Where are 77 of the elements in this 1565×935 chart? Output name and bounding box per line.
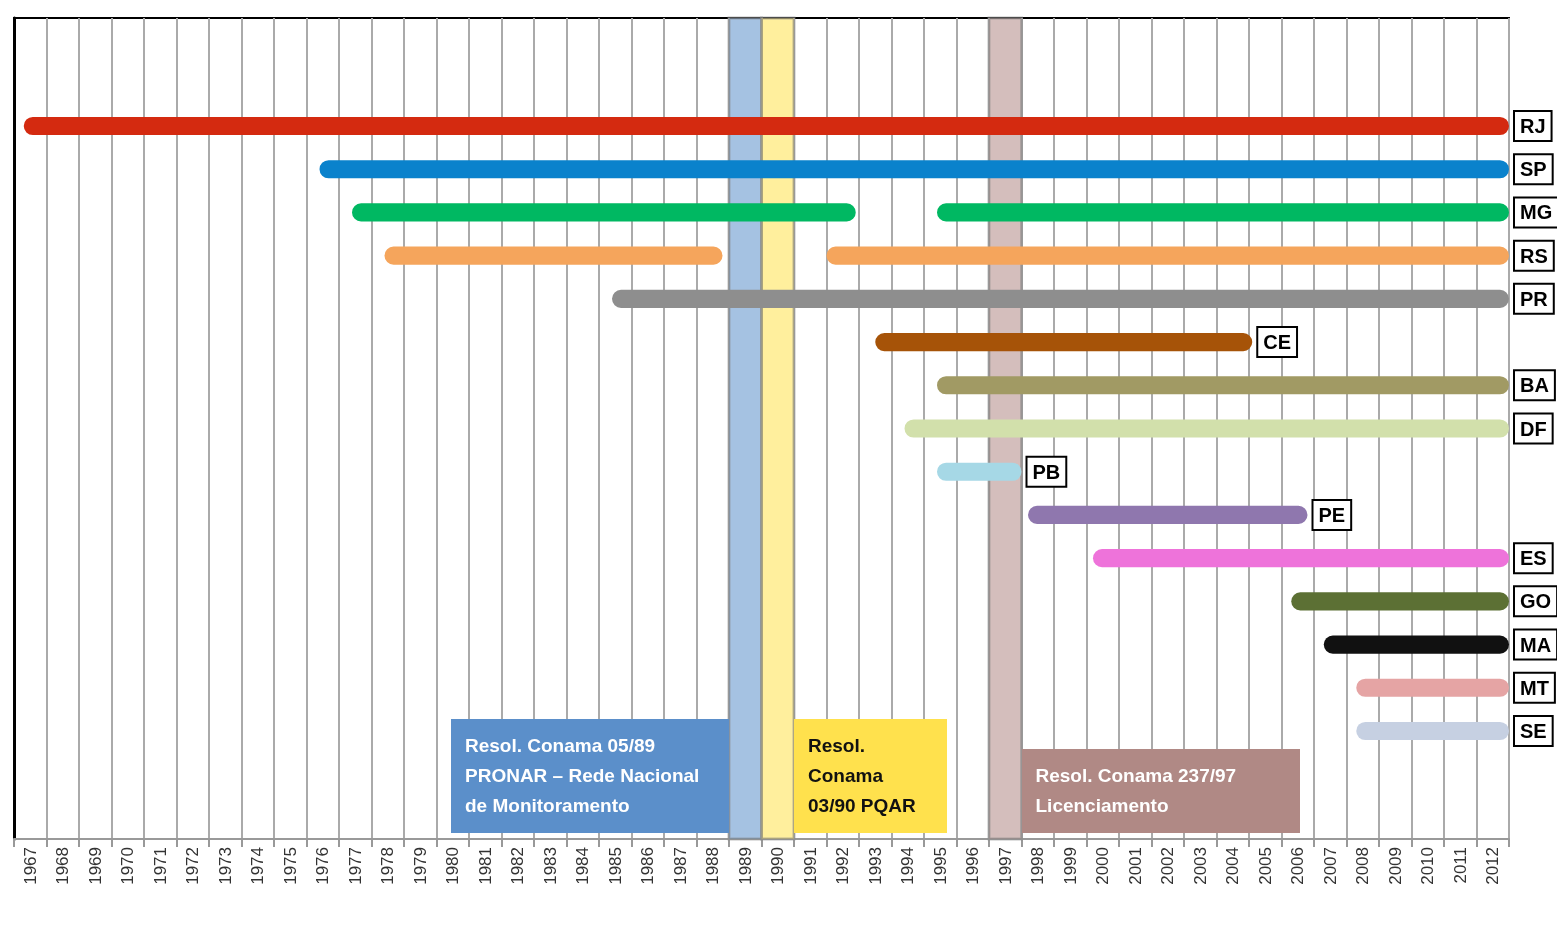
- x-tick-label: 1990: [768, 847, 788, 885]
- x-tick-label: 1974: [248, 847, 268, 885]
- x-tick-label: 1996: [963, 847, 983, 885]
- x-tick-label: 2004: [1223, 847, 1243, 885]
- x-tick-label: 1993: [865, 847, 885, 885]
- label-box: Resol. Conama 05/89 PRONAR – Rede Nacional de Monitoramento: [451, 719, 729, 833]
- x-tick-label: 1983: [540, 847, 560, 885]
- bar: [1323, 635, 1509, 654]
- bar: [937, 376, 1509, 395]
- x-tick-label: 2005: [1255, 847, 1275, 885]
- bar: [1356, 721, 1509, 741]
- bar: [1356, 678, 1509, 697]
- x-tick-label: 2007: [1320, 847, 1340, 885]
- bar: [23, 116, 1509, 136]
- x-tick-label: 1992: [833, 847, 853, 885]
- x-tick-label: 2001: [1125, 847, 1145, 885]
- x-tick-label: 2011: [1450, 847, 1470, 884]
- y-tick-label: PR: [1520, 287, 1549, 310]
- bar: [1093, 549, 1509, 568]
- y-tick-label: CE: [1263, 331, 1292, 354]
- x-tick-label: 1968: [53, 847, 73, 885]
- bar: [937, 462, 1022, 481]
- x-tick-label: 1986: [638, 847, 658, 885]
- x-tick-label: 1977: [345, 847, 365, 885]
- bar: [904, 419, 1509, 438]
- x-tick-label: 2003: [1190, 847, 1210, 885]
- bar: [1291, 592, 1509, 611]
- x-tick-label: 2009: [1385, 847, 1405, 885]
- x-tick-label: 1995: [930, 847, 950, 885]
- x-tick-label: 1975: [280, 847, 300, 885]
- x-tick-label: 1979: [410, 847, 430, 885]
- x-tick-label: 1988: [703, 847, 723, 885]
- x-tick-label: 1969: [85, 847, 105, 885]
- y-tick-label: PE: [1318, 503, 1346, 526]
- x-tick-label: 1989: [735, 847, 755, 885]
- y-tick-label: SP: [1520, 158, 1547, 181]
- y-tick-label: SE: [1520, 719, 1547, 742]
- y-tick-label: PB: [1032, 460, 1061, 483]
- x-tick-label: 1981: [475, 847, 495, 885]
- x-tick-label: 1994: [898, 847, 918, 885]
- y-tick-label: RJ: [1520, 115, 1546, 138]
- x-tick-label: 2006: [1288, 847, 1308, 885]
- y-tick-label: DF: [1520, 417, 1547, 440]
- x-tick-label: 2000: [1093, 847, 1113, 885]
- x-tick-label: 1982: [508, 847, 528, 885]
- y-tick-label: BA: [1520, 374, 1549, 397]
- label-box: Resol. Conama 237/97 Licenciamento: [1021, 749, 1300, 833]
- x-tick-label: 1980: [443, 847, 463, 885]
- x-tick-label: 1999: [1060, 847, 1080, 885]
- y-tick-label: MG: [1520, 201, 1553, 224]
- y-tick-label: GO: [1520, 590, 1552, 613]
- x-tick-label: 1970: [118, 847, 138, 885]
- x-tick-label: 1967: [20, 847, 40, 885]
- y-tick-label: MA: [1520, 633, 1552, 656]
- x-tick-label: 2008: [1353, 847, 1373, 885]
- x-tick-label: 2012: [1483, 847, 1503, 885]
- x-tick-label: 2010: [1418, 847, 1438, 885]
- label-box: Resol. Conama 03/90 PQAR: [794, 719, 947, 833]
- x-tick-label: 1991: [800, 847, 820, 885]
- bar: [1028, 505, 1308, 524]
- bar: [875, 333, 1253, 352]
- x-tick-label: 1985: [605, 847, 625, 885]
- x-tick-label: 1973: [215, 847, 235, 885]
- x-tick-label: 1978: [378, 847, 398, 885]
- x-tick-label: 1997: [995, 847, 1015, 885]
- y-tick-label: RS: [1520, 244, 1548, 267]
- x-tick-label: 1972: [183, 847, 203, 885]
- x-tick-label: 1971: [150, 847, 170, 885]
- y-tick-label: MT: [1520, 676, 1549, 699]
- x-tick-label: 1987: [670, 847, 690, 885]
- x-tick-label: 1976: [313, 847, 333, 885]
- x-tick-label: 2002: [1158, 847, 1178, 885]
- bar: [319, 160, 1509, 179]
- bar: [612, 289, 1509, 308]
- x-tick-label: 1984: [573, 847, 593, 885]
- y-tick-label: ES: [1520, 547, 1547, 570]
- x-tick-label: 1998: [1028, 847, 1048, 885]
